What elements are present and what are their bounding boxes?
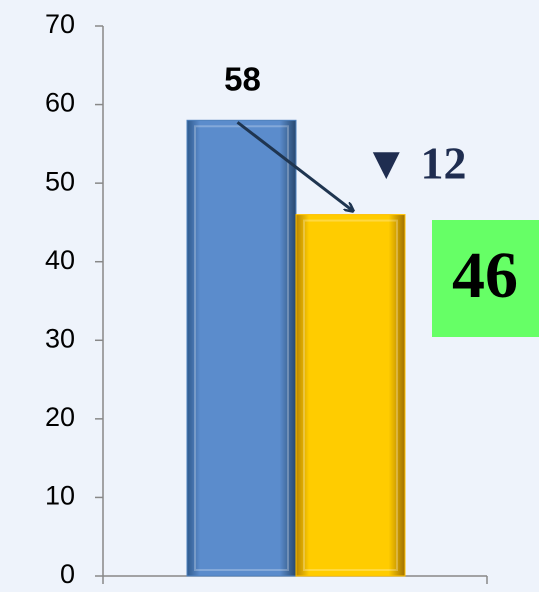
y-tick-label: 20 bbox=[45, 402, 75, 432]
data-label: 46 bbox=[452, 239, 518, 312]
value-box bbox=[432, 220, 539, 337]
y-tick-label: 60 bbox=[45, 88, 75, 118]
change-arrow bbox=[236, 121, 353, 210]
y-tick-label: 50 bbox=[45, 166, 75, 196]
y-tick-label: 10 bbox=[45, 481, 75, 511]
y-tick-label: 70 bbox=[45, 9, 75, 39]
data-label: 58 bbox=[224, 61, 261, 98]
bar bbox=[295, 214, 406, 577]
y-tick-label: 40 bbox=[45, 245, 75, 275]
bar bbox=[186, 119, 297, 577]
change-annotation: ▼ 12 bbox=[363, 138, 466, 189]
y-tick-label: 30 bbox=[45, 323, 75, 353]
y-tick-label: 0 bbox=[60, 559, 75, 589]
bar-bevel bbox=[303, 219, 398, 571]
